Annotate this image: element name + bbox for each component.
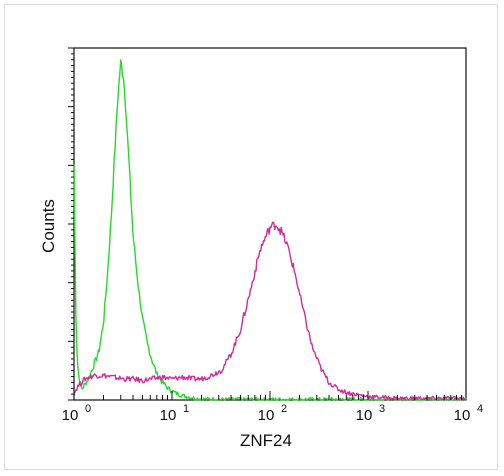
x-tick-label: 10 3 [356,403,385,424]
chart-frame [4,4,498,470]
svg-text:10: 10 [454,407,471,424]
svg-text:2: 2 [281,403,287,415]
svg-text:4: 4 [477,403,483,415]
x-tick-label: 10 2 [258,403,287,424]
axes-layer: 10 0 10 1 10 2 10 3 10 4 [62,47,483,424]
svg-text:3: 3 [379,403,385,415]
labels-layer: ZNF24 Counts [39,199,292,450]
series-layer [73,59,467,401]
svg-text:10: 10 [356,407,373,424]
x-axis-label: ZNF24 [240,431,292,450]
x-tick-label: 10 4 [454,403,483,424]
series-line-2 [73,221,466,401]
svg-text:0: 0 [85,403,91,415]
svg-text:1: 1 [183,403,189,415]
svg-text:10: 10 [258,407,275,424]
x-tick-label: 10 1 [160,403,189,424]
x-tick-label: 10 0 [62,403,91,424]
svg-text:10: 10 [62,407,79,424]
svg-text:10: 10 [160,407,177,424]
y-axis-label: Counts [39,199,58,253]
